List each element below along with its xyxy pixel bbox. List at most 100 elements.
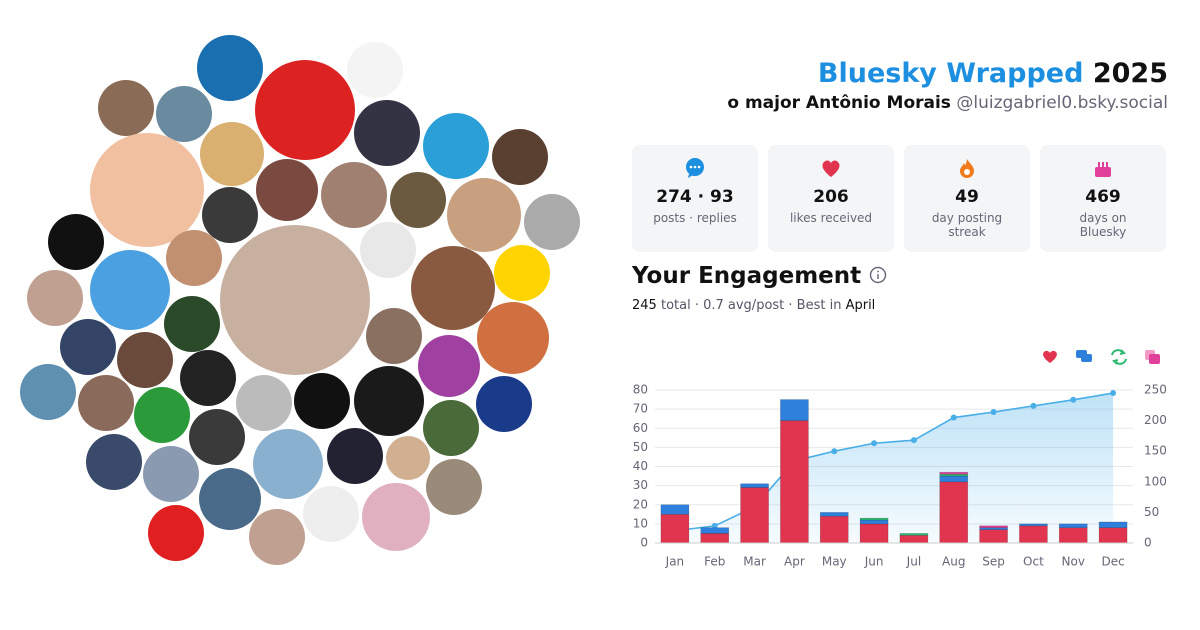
bar-segment (1019, 525, 1048, 544)
handle: @luizgabriel0.bsky.social (956, 93, 1168, 113)
avatar[interactable] (386, 436, 430, 480)
avatar[interactable] (164, 296, 220, 352)
avatar[interactable] (90, 250, 170, 330)
x-tick-label: Oct (1023, 555, 1044, 569)
avatar[interactable] (220, 225, 370, 375)
legend-toggle[interactable] (1111, 349, 1127, 365)
x-tick-label: Sep (982, 555, 1005, 569)
avatar[interactable] (354, 100, 420, 166)
avatar[interactable] (180, 350, 236, 406)
point (990, 409, 997, 416)
stats: 274 · 93 posts · replies 206 likes receive… (632, 145, 1166, 252)
avatar[interactable] (60, 319, 116, 375)
bar-segment (899, 533, 929, 536)
avatar[interactable] (423, 400, 479, 456)
avatar[interactable] (200, 122, 264, 186)
avatar[interactable] (411, 246, 495, 330)
bar-segment (700, 527, 730, 534)
y-tick-label: 20 (633, 497, 648, 511)
bar-segment (740, 487, 769, 544)
avatar[interactable] (354, 366, 424, 436)
avatar[interactable] (166, 230, 222, 286)
section-title-text: Your Engagement (632, 263, 862, 289)
stat-value: 49 (955, 187, 979, 207)
avatar[interactable] (236, 375, 292, 431)
avatar[interactable] (327, 428, 383, 484)
avatar[interactable] (418, 335, 480, 397)
avatar[interactable] (321, 162, 387, 228)
section-title: Your Engagement (632, 263, 887, 289)
info-icon[interactable] (869, 266, 887, 284)
x-tick-label: Dec (1101, 555, 1124, 569)
stat-card: 274 · 93 posts · replies (632, 145, 758, 252)
stat-label: likes received (789, 211, 873, 225)
avatar[interactable] (524, 194, 580, 250)
best-month: April (845, 298, 876, 313)
point (1110, 390, 1117, 397)
bar-segment (1019, 523, 1048, 527)
avatar[interactable] (48, 214, 104, 270)
avatar[interactable] (366, 308, 422, 364)
avatar[interactable] (476, 376, 532, 432)
y-tick-label: 60 (633, 421, 648, 435)
bar-segment (859, 519, 889, 525)
avatar[interactable] (423, 113, 489, 179)
year: 2025 (1092, 58, 1168, 89)
avatar[interactable] (390, 172, 446, 228)
avatar[interactable] (27, 270, 83, 326)
avatar[interactable] (90, 133, 204, 247)
avatar[interactable] (202, 187, 258, 243)
point (871, 440, 878, 447)
avatar[interactable] (477, 302, 549, 374)
avatar[interactable] (492, 129, 548, 185)
avatar[interactable] (362, 483, 430, 551)
avatar[interactable] (256, 159, 318, 221)
y2-tick-label: 0 (1144, 536, 1152, 550)
avatar[interactable] (156, 86, 212, 142)
bar-segment (660, 504, 690, 515)
summary-text: total · 0.7 avg/post · Best in (660, 298, 842, 313)
y2-tick-label: 150 (1144, 444, 1167, 458)
x-tick-label: Jun (864, 555, 884, 569)
total: 245 (632, 298, 657, 313)
avatar[interactable] (98, 80, 154, 136)
avatar[interactable] (494, 245, 550, 301)
stat-label: posts · replies (653, 211, 737, 225)
x-tick-label: May (822, 555, 847, 569)
avatar[interactable] (197, 35, 263, 101)
x-tick-label: Aug (942, 555, 965, 569)
x-tick-label: Feb (704, 555, 725, 569)
icon (1095, 162, 1111, 177)
stat-value: 469 (1085, 187, 1121, 207)
avatar[interactable] (134, 387, 190, 443)
avatar-collage (20, 35, 580, 565)
chart: 0 10 20 30 40 50 60 70 80 0 50 100 150 200 250 Jan Feb Ma… (633, 349, 1167, 569)
y2-tick-label: 100 (1144, 474, 1167, 488)
avatar[interactable] (294, 373, 350, 429)
header: Bluesky Wrapped 2025 o major Antônio Mor… (727, 58, 1168, 113)
avatar[interactable] (143, 446, 199, 502)
bar-segment (740, 483, 769, 488)
legend-toggle[interactable] (1145, 350, 1160, 364)
avatar[interactable] (199, 468, 261, 530)
avatar[interactable] (347, 42, 403, 98)
avatar[interactable] (148, 505, 204, 561)
avatar[interactable] (360, 222, 416, 278)
avatar[interactable] (78, 375, 134, 431)
legend-toggle[interactable] (1076, 350, 1092, 362)
avatar[interactable] (249, 509, 305, 565)
avatar[interactable] (86, 434, 142, 490)
bar-segment (660, 514, 690, 544)
point (831, 448, 838, 455)
avatar[interactable] (426, 459, 482, 515)
icon (822, 160, 840, 177)
avatar[interactable] (117, 332, 173, 388)
avatar[interactable] (447, 178, 521, 252)
avatar[interactable] (189, 409, 245, 465)
avatar[interactable] (20, 364, 76, 420)
bar-segment (1098, 527, 1128, 544)
legend-toggle[interactable] (1043, 350, 1057, 363)
avatar[interactable] (303, 486, 359, 542)
avatar[interactable] (255, 60, 355, 160)
avatar[interactable] (253, 429, 323, 499)
